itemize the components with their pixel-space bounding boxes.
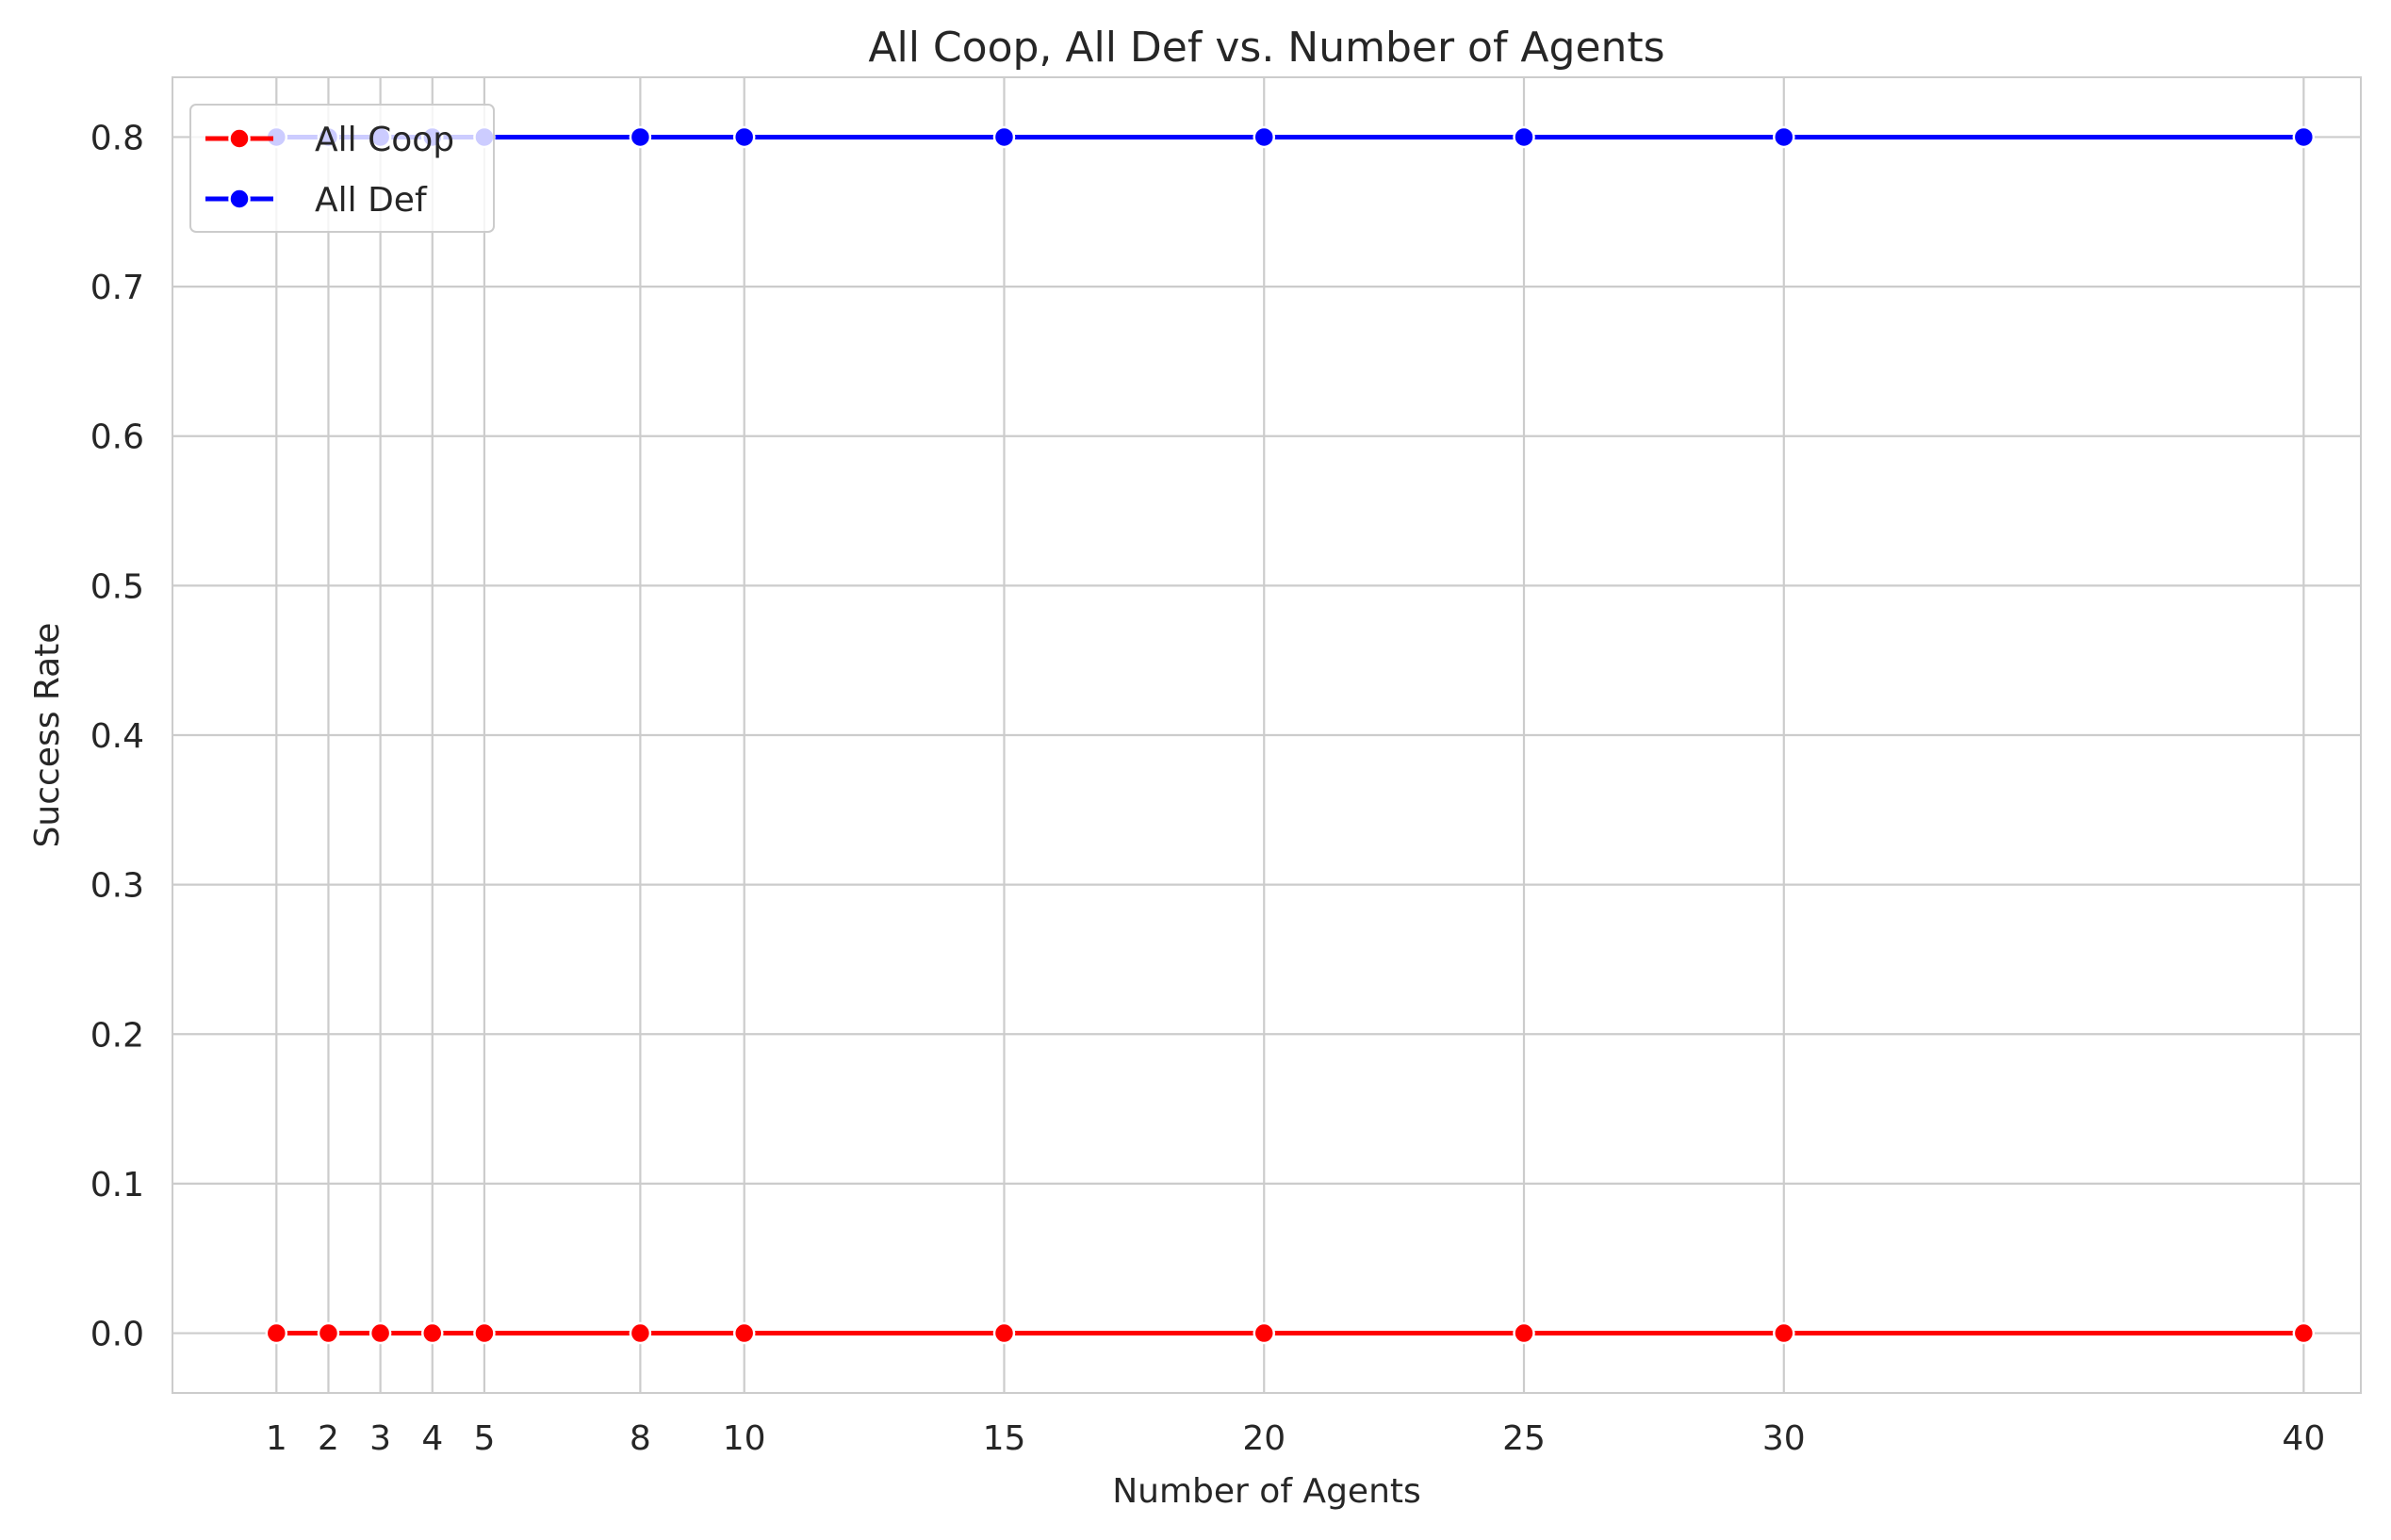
- x-tick-label: 4: [421, 1419, 443, 1458]
- tick-labels: 1 2 3 4 5 8 10 15 20 25 30 40 0.0 0.1 0.2 0.3 0.4 0.5 0.6 0…: [90, 119, 2326, 1458]
- data-point: [421, 1321, 444, 1345]
- data-point: [1513, 125, 1535, 149]
- x-tick-label: 20: [1242, 1419, 1286, 1458]
- data-point: [732, 1321, 756, 1345]
- data-point: [629, 125, 652, 149]
- legend-label: All Def: [315, 181, 428, 220]
- legend: All Coop All Def: [189, 104, 495, 233]
- y-tick-label: 0.0: [90, 1316, 144, 1354]
- y-tick-label: 0.6: [90, 418, 144, 457]
- data-point: [992, 1321, 1016, 1345]
- data-point: [1513, 1321, 1535, 1345]
- data-point: [2292, 125, 2316, 149]
- data-point: [732, 125, 756, 149]
- x-tick-label: 15: [983, 1419, 1026, 1458]
- data-point: [317, 1321, 340, 1345]
- legend-marker: [228, 127, 251, 150]
- y-tick-label: 0.1: [90, 1166, 144, 1204]
- data-point: [265, 1321, 288, 1345]
- y-tick-label: 0.2: [90, 1016, 144, 1055]
- x-tick-label: 5: [473, 1419, 495, 1458]
- data-point: [1253, 125, 1275, 149]
- x-tick-label: 2: [318, 1419, 339, 1458]
- legend-item: All Def: [205, 181, 428, 220]
- y-tick-label: 0.4: [90, 717, 144, 756]
- chart-title: All Coop, All Def vs. Number of Agents: [868, 24, 1664, 72]
- series-all-coop: [265, 1321, 2316, 1345]
- y-axis-label: Success Rate: [28, 623, 67, 848]
- y-tick-label: 0.5: [90, 567, 144, 606]
- x-tick-label: 25: [1502, 1419, 1546, 1458]
- y-tick-label: 0.3: [90, 867, 144, 906]
- x-tick-label: 1: [266, 1419, 287, 1458]
- y-tick-label: 0.7: [90, 269, 144, 307]
- data-point: [1773, 125, 1795, 149]
- data-point: [629, 1321, 652, 1345]
- data-point: [368, 1321, 392, 1345]
- x-axis-label: Number of Agents: [1112, 1472, 1421, 1511]
- x-tick-label: 40: [2282, 1419, 2325, 1458]
- y-tick-label: 0.8: [90, 119, 144, 157]
- x-tick-label: 3: [369, 1419, 391, 1458]
- data-point: [1253, 1321, 1275, 1345]
- x-tick-label: 10: [723, 1419, 766, 1458]
- legend-item: All Coop: [205, 121, 454, 159]
- x-tick-label: 8: [630, 1419, 651, 1458]
- x-tick-label: 30: [1762, 1419, 1806, 1458]
- data-point: [473, 1321, 496, 1345]
- data-point: [2292, 1321, 2316, 1345]
- legend-label: All Coop: [315, 121, 454, 159]
- data-point: [992, 125, 1016, 149]
- data-point: [1773, 1321, 1795, 1345]
- legend-marker: [228, 188, 251, 210]
